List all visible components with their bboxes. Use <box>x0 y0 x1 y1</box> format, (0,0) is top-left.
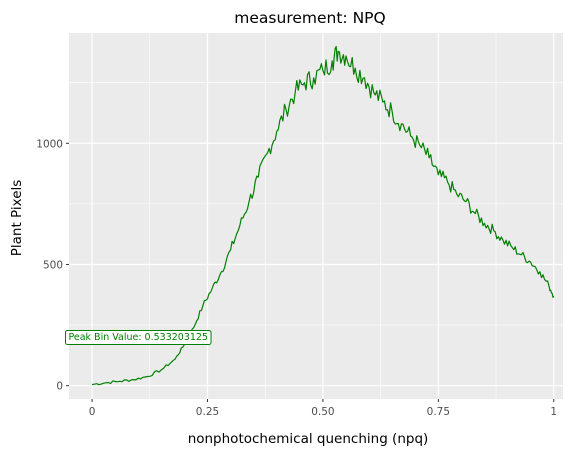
grid-major <box>69 33 563 399</box>
ticks-layer: 0 0.25 0.50 0.75 1 0 500 1000 <box>36 138 557 418</box>
x-axis-label: nonphotochemical quenching (npq) <box>188 431 429 447</box>
x-tick-label: 0 <box>89 406 96 418</box>
x-tick-label: 1 <box>550 406 557 418</box>
series-line <box>92 45 555 386</box>
y-tick-label: 500 <box>43 259 63 271</box>
annotation-label: Peak Bin Value: 0.533203125 <box>64 329 212 345</box>
x-tick-label: 0.75 <box>427 406 450 418</box>
series-layer <box>92 45 555 386</box>
annotation-layer: Peak Bin Value: 0.533203125 <box>64 329 212 345</box>
x-tick-label: 0.50 <box>311 406 334 418</box>
chart-title: measurement: NPQ <box>234 9 385 27</box>
annotation-text: Peak Bin Value: 0.533203125 <box>68 332 208 343</box>
annotation-box <box>64 329 212 345</box>
y-tick-label: 0 <box>56 381 63 393</box>
x-tick-label: 0.25 <box>196 406 219 418</box>
y-axis-label: Plant Pixels <box>9 180 25 257</box>
y-tick-label: 1000 <box>36 138 63 150</box>
